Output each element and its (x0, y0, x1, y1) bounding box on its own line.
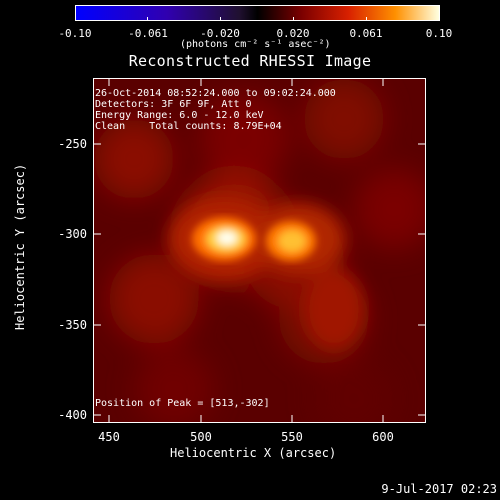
x-tick-label: 500 (190, 430, 212, 444)
x-tick-label: 550 (281, 430, 303, 444)
x-tick-label: 450 (98, 430, 120, 444)
info-line: Clean Total counts: 8.79E+04 (95, 121, 282, 132)
info-line: 26-Oct-2014 08:52:24.000 to 09:02:24.000 (95, 88, 336, 99)
y-tick-label: -300 (58, 227, 87, 241)
y-tick-label: -350 (58, 318, 87, 332)
x-axis-title: Heliocentric X (arcsec) (170, 446, 337, 460)
colorbar-tick-label: 0.061 (349, 27, 383, 40)
peak-position-label: Position of Peak = [513,-302] (95, 398, 270, 409)
info-line: Detectors: 3F 6F 9F, Att 0 (95, 99, 252, 110)
colorbar-tick-label: 0.020 (276, 27, 310, 40)
rhessi-image (93, 78, 426, 423)
colorbar-tick-label: -0.020 (200, 27, 240, 40)
flare-heatmap (94, 79, 425, 422)
y-tick-label: -400 (58, 408, 87, 422)
axis-ticks (93, 78, 426, 423)
y-tick-label: -250 (58, 137, 87, 151)
info-line: Energy Range: 6.0 - 12.0 keV (95, 110, 264, 121)
timestamp: 9-Jul-2017 02:23 (381, 482, 497, 496)
colorbar-tick-label: -0.061 (128, 27, 168, 40)
colorbar-tick-label: 0.10 (425, 27, 453, 40)
y-axis-title: Heliocentric Y (arcsec) (13, 163, 27, 330)
colorbar (75, 5, 440, 21)
colorbar-tick-label: -0.10 (58, 27, 92, 40)
colorbar-units: (photons cm⁻² s⁻¹ asec⁻²) (180, 39, 331, 50)
plot-title: Reconstructed RHESSI Image (128, 52, 372, 70)
x-tick-label: 600 (372, 430, 394, 444)
